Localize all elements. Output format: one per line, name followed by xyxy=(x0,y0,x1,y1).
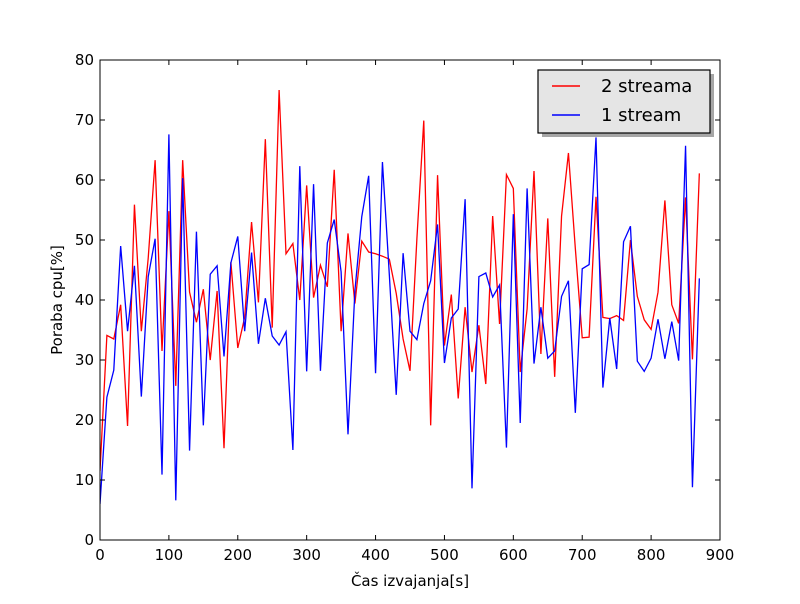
y-tick-label: 70 xyxy=(75,111,94,129)
plot-area xyxy=(100,89,700,505)
legend: 2 streama 1 stream xyxy=(537,69,714,137)
x-tick-label: 700 xyxy=(568,546,597,564)
legend-box xyxy=(537,69,711,134)
y-tick-label: 20 xyxy=(75,411,94,429)
x-tick-label: 500 xyxy=(430,546,459,564)
x-tick-label: 200 xyxy=(223,546,252,564)
x-tick-label: 100 xyxy=(155,546,184,564)
legend-label-1: 2 streama xyxy=(601,76,692,97)
series-line-2 xyxy=(100,134,700,505)
series-line-1 xyxy=(100,89,700,472)
x-tick-label: 400 xyxy=(361,546,390,564)
y-tick-label: 10 xyxy=(75,471,94,489)
y-tick-label: 30 xyxy=(75,351,94,369)
x-tick-label: 900 xyxy=(706,546,735,564)
x-axis-label: Čas izvajanja[s] xyxy=(351,571,469,590)
y-tick-label: 50 xyxy=(75,231,94,249)
y-tick-label: 0 xyxy=(84,531,94,549)
x-tick-label: 300 xyxy=(292,546,321,564)
x-tick-label: 0 xyxy=(95,546,105,564)
axes: 0 100 200 300 400 500 600 700 800 900 0 10 20 30 40 50 6… xyxy=(75,51,734,564)
y-axis-label: Poraba cpu[%] xyxy=(48,245,66,355)
x-tick-label: 800 xyxy=(637,546,666,564)
y-tick-label: 60 xyxy=(75,171,94,189)
y-tick-label: 40 xyxy=(75,291,94,309)
x-tick-label: 600 xyxy=(499,546,528,564)
legend-label-2: 1 stream xyxy=(601,105,681,126)
y-tick-label: 80 xyxy=(75,51,94,69)
